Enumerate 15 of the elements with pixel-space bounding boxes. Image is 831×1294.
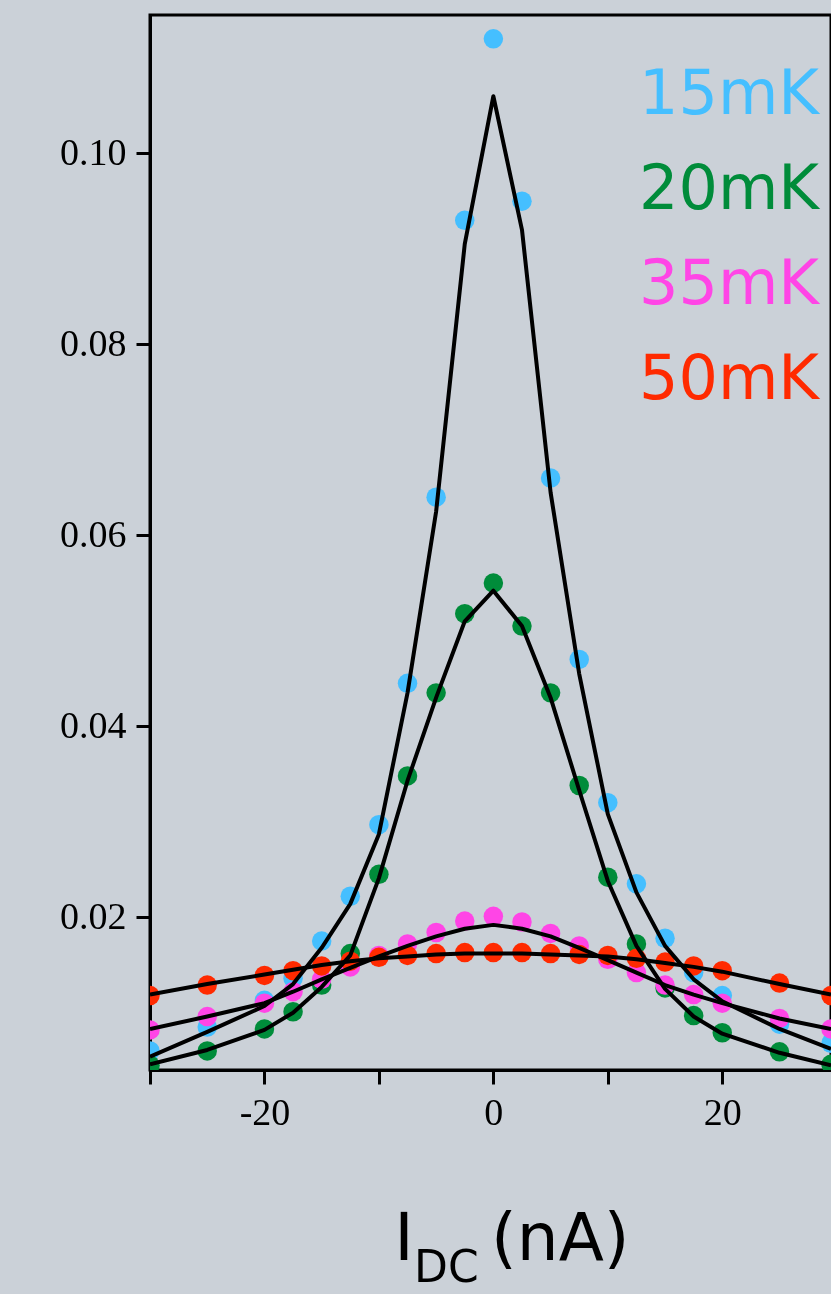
- x-tick-label: 0: [484, 1090, 504, 1133]
- text: 15mK: [639, 56, 821, 129]
- y-tick-label: 0.04: [60, 703, 127, 746]
- y-tick-label: 0.02: [60, 894, 127, 937]
- y-tick-label: 0.08: [60, 321, 127, 364]
- text: 35mK: [639, 246, 821, 319]
- point: [483, 29, 504, 49]
- y-tick-label: 0.06: [60, 512, 127, 555]
- text: 50mK: [639, 341, 821, 414]
- point: [483, 906, 504, 927]
- point: [483, 573, 504, 593]
- y-tick-label: 0.10: [60, 130, 127, 173]
- text: 20mK: [639, 151, 821, 224]
- x-tick-label: -20: [239, 1090, 291, 1133]
- x-tick-label: 20: [703, 1090, 742, 1133]
